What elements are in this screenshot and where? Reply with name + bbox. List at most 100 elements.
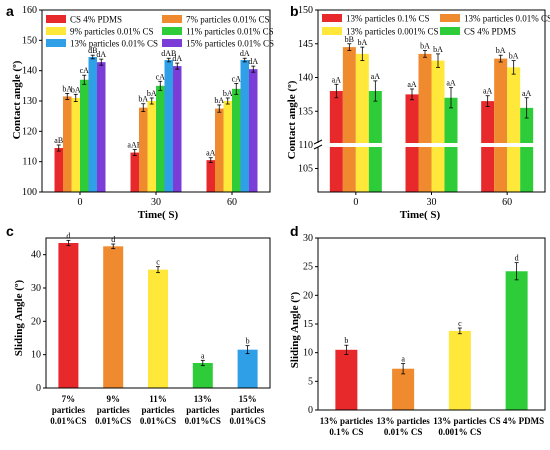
panel-c-sig-4: b [246,337,250,346]
panel-c-ytick-label-4: 40 [31,250,41,261]
panel-d-xtick-label-0: 13% particles 0.1% CS [320,416,374,437]
panel-c-sig-0: d [66,231,70,240]
panel-a-sig-s4-c1: dAB [161,49,176,58]
panel-a-sig-s4-c2: dA [240,49,250,58]
panel-d-sig-3: d [515,254,519,263]
panel-a-frame [41,9,271,193]
panel-a-sig-s2-c0: bA [71,85,81,94]
panel-d-plot: 0 5 10 15 20 25 30 b 13% particles 0.1% CS a 13% pa… [303,233,546,437]
panel-a-sig-s1-c1: bA [138,95,148,104]
panel-a-sig-s2-c1: bA [147,89,157,98]
panel-b-sig-s0-c2: aA [483,87,493,96]
panel-b-legend-label-1: 13% particles 0.01% CS [464,14,550,24]
panel-c-plot: 0 10 20 30 40 d 7% particles 0.01%CS d 9% particles… [31,231,271,426]
panel-a-xtick-label-0: 0 [78,197,83,208]
panel-d-letter: d [290,223,299,239]
panel-b-sig-s0-c1: aA [407,80,417,89]
panel-a-sig-s1-c2: bA [214,96,224,105]
panel-b-sig-s1-c1: bA [420,42,430,51]
panel-b-legend-label-3: CS 4% PDMS [464,27,516,37]
panel-d-xtick-label-2: 13% particles 0.001% CS [433,416,487,437]
panel-a-legend-swatch-5 [162,39,182,47]
panel-b-sig-s1-c2: bA [496,46,506,55]
panel-d-ytick-label-1: 5 [308,376,313,387]
panel-b-bar-s3-c0 [368,91,382,192]
panel-a-bar-s5-c2 [249,69,258,192]
panel-d-bar-3 [505,271,528,410]
panel-a-legend-label-3: 11% particles 0.01% CS [186,27,274,37]
panel-c-ytick-label-0: 0 [36,383,41,394]
panel-b-legend-swatch-1 [440,14,460,22]
panel-a-bar-s3-c2 [232,88,241,192]
panel-b-bar-s2-c2 [507,67,521,192]
panel-a-bar-s1-c0 [63,96,72,192]
panel-d-ytick-label-3: 15 [303,319,313,330]
panel-b-legend-swatch-0 [322,14,342,22]
panel-b-bar-s0-c0 [329,91,343,192]
panel-a-ytick-label-5: 150 [22,35,37,46]
panel-b-xtick-label-1: 30 [427,197,437,208]
panel-c-bar-0 [58,243,79,388]
panel-d-bar-1 [392,368,415,410]
panel-d-ytick-label-6: 30 [303,233,313,244]
panel-a-bar-s5-c0 [97,62,106,192]
panel-a-sig-s0-c1: aAB [127,141,142,150]
panel-d-ytick-label-5: 25 [303,262,313,273]
panel-c-xtick-label-2: 11% particles 0.01%CS [140,394,176,426]
panel-a-legend-label-1: 7% particles 0.01% CS [186,15,270,25]
panel-b: b Contact angle (º) Time( S) 105 110 135 14… [286,3,550,221]
panel-a-ytick-label-1: 110 [22,157,37,168]
panel-b-xtick-label-0: 0 [353,197,358,208]
panel-b-ytick-label-0: 105 [298,164,313,175]
panel-a-bar-s2-c0 [71,97,80,192]
panel-a-bar-s4-c1 [164,60,173,192]
panel-b-sig-s3-c2: aA [522,89,532,98]
panel-a-plot: 1001101201301401501600aBbAbAcAdBdA30aABb… [22,5,274,208]
panel-b-legend-swatch-3 [440,27,460,35]
panel-b-sig-s2-c0: bA [357,38,367,47]
panel-a-bar-s5-c1 [173,66,182,192]
panel-a-bar-s4-c2 [240,60,249,192]
panel-c-bar-4 [237,349,258,388]
panel-a-sig-s5-c0: dA [96,50,106,59]
panel-a-sig-s1-c0: bA [62,84,72,93]
panel-c: c Sliding Angle (º) 0 10 20 30 40 d 7% particle… [6,223,271,426]
panel-a-letter: a [6,3,14,19]
panel-a-ytick-label-0: 100 [22,187,37,198]
panel-b-frame [317,9,546,193]
panel-a-ylabel: Contact angle (º) [11,60,23,139]
panel-b-sig-s3-c0: aA [371,72,381,81]
panel-d-xtick-label-3: CS 4% PDMS [489,416,544,426]
panel-d-sig-1: a [401,355,405,364]
panel-a-bar-s4-c0 [88,57,97,193]
panel-d: d Sliding Angle (º) 0 5 10 15 20 25 30 b 13% par… [289,223,546,437]
panel-c-bar-3 [192,363,213,388]
panel-b-ylabel: Contact angle (º) [286,80,298,159]
panel-a-legend-label-0: CS 4% PDMS [70,15,122,25]
panel-a-legend-swatch-0 [46,15,66,23]
panel-a-sig-s5-c1: dA [172,54,182,63]
panel-c-sig-2: c [156,258,160,267]
panel-a-ytick-label-6: 160 [22,5,37,16]
panel-b-sig-s2-c2: bA [509,52,519,61]
panel-b-bar-s2-c0 [355,53,369,192]
panel-b-ytick-label-5: 150 [298,5,313,16]
panel-b-axis-break-slash-1 [313,139,323,145]
panel-c-bar-2 [148,269,168,388]
panel-a-bar-s1-c1 [139,107,148,192]
panel-b-sig-s0-c0: aA [332,75,342,84]
panel-a-sig-s3-c1: cA [156,72,166,81]
panel-b-bar-s1-c1 [418,53,432,192]
panel-a-legend-swatch-2 [46,27,66,35]
panel-a-legend-swatch-4 [46,39,66,47]
panel-b-axis-break-gap [314,143,549,147]
panel-c-frame [45,237,271,389]
panel-a-legend-label-4: 13% particles 0.01% CS [70,39,158,49]
panel-d-frame [317,237,546,411]
panel-a-bar-s2-c2 [223,101,232,192]
panel-a-bar-s3-c0 [80,79,89,192]
panel-b-ytick-label-2: 135 [298,106,313,117]
panel-a-sig-s0-c0: aB [54,136,63,145]
panel-d-sig-0: b [344,336,348,345]
